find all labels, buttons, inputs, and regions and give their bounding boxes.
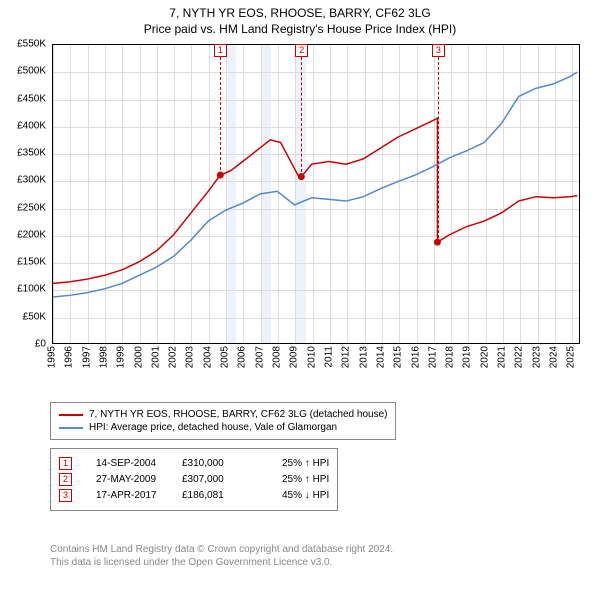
series-legend: 7, NYTH YR EOS, RHOOSE, BARRY, CF62 3LG … — [50, 402, 396, 440]
y-tick-label: £450K — [17, 93, 46, 104]
legend-swatch — [59, 414, 83, 416]
x-tick-label: 2007 — [254, 346, 265, 368]
x-tick-label: 2010 — [306, 346, 317, 368]
plot-region — [52, 44, 580, 344]
attribution-line2: This data is licensed under the Open Gov… — [50, 557, 393, 570]
transaction-marker: 3 — [59, 489, 72, 502]
x-tick-label: 2016 — [410, 346, 421, 368]
y-tick-label: £350K — [17, 148, 46, 159]
x-tick-label: 2012 — [341, 346, 352, 368]
y-tick-label: £250K — [17, 202, 46, 213]
transaction-row: 227-MAY-2009£307,00025% ↑ HPI — [59, 473, 329, 486]
x-tick-label: 1995 — [47, 346, 58, 368]
legend-label: HPI: Average price, detached house, Vale… — [89, 422, 337, 433]
x-tick-label: 2013 — [358, 346, 369, 368]
x-tick-label: 2018 — [445, 346, 456, 368]
transaction-delta: 25% ↑ HPI — [282, 458, 329, 469]
transaction-date: 14-SEP-2004 — [72, 458, 182, 469]
marker-box: 3 — [432, 44, 445, 57]
x-tick-label: 2023 — [531, 346, 542, 368]
legend-row: 7, NYTH YR EOS, RHOOSE, BARRY, CF62 3LG … — [59, 409, 387, 420]
y-tick-label: £400K — [17, 120, 46, 131]
series-property — [53, 118, 577, 283]
x-tick-label: 2005 — [220, 346, 231, 368]
y-tick-label: £550K — [17, 39, 46, 50]
attribution: Contains HM Land Registry data © Crown c… — [50, 544, 393, 569]
transaction-price: £186,081 — [182, 490, 282, 501]
marker-box: 2 — [295, 44, 308, 57]
transaction-row: 317-APR-2017£186,08145% ↓ HPI — [59, 489, 329, 502]
x-tick-label: 2019 — [462, 346, 473, 368]
x-tick-label: 1999 — [116, 346, 127, 368]
transaction-delta: 25% ↑ HPI — [282, 474, 329, 485]
series-hpi — [53, 72, 577, 297]
y-tick-label: £0 — [35, 339, 46, 350]
x-tick-label: 2014 — [375, 346, 386, 368]
transaction-date: 17-APR-2017 — [72, 490, 182, 501]
x-tick-label: 2002 — [168, 346, 179, 368]
transaction-marker: 2 — [59, 473, 72, 486]
x-tick-label: 1996 — [64, 346, 75, 368]
x-tick-label: 2025 — [566, 346, 577, 368]
x-tick-label: 2024 — [549, 346, 560, 368]
marker-box: 1 — [214, 44, 227, 57]
chart-title-line1: 7, NYTH YR EOS, RHOOSE, BARRY, CF62 3LG — [0, 0, 600, 22]
transaction-price: £307,000 — [182, 474, 282, 485]
transaction-legend: 114-SEP-2004£310,00025% ↑ HPI227-MAY-200… — [50, 448, 338, 511]
y-tick-label: £300K — [17, 175, 46, 186]
y-axis: £0£50K£100K£150K£200K£250K£300K£350K£400… — [8, 44, 52, 344]
x-tick-label: 2001 — [150, 346, 161, 368]
x-tick-label: 2000 — [133, 346, 144, 368]
marker-stem — [438, 57, 439, 243]
x-tick-label: 1997 — [81, 346, 92, 368]
transaction-price: £310,000 — [182, 458, 282, 469]
transaction-marker: 1 — [59, 457, 72, 470]
legend-label: 7, NYTH YR EOS, RHOOSE, BARRY, CF62 3LG … — [89, 409, 387, 420]
chart-title-line2: Price paid vs. HM Land Registry's House … — [0, 22, 600, 42]
line-layer — [53, 45, 579, 343]
y-tick-label: £50K — [23, 311, 46, 322]
y-tick-label: £150K — [17, 257, 46, 268]
transaction-delta: 45% ↓ HPI — [282, 490, 329, 501]
transaction-date: 27-MAY-2009 — [72, 474, 182, 485]
x-tick-label: 2015 — [393, 346, 404, 368]
x-axis: 1995199619971998199920002001200220032004… — [52, 346, 580, 392]
x-tick-label: 2004 — [202, 346, 213, 368]
y-tick-label: £200K — [17, 229, 46, 240]
x-tick-label: 2017 — [427, 346, 438, 368]
x-tick-label: 2021 — [497, 346, 508, 368]
x-tick-label: 2022 — [514, 346, 525, 368]
y-tick-label: £500K — [17, 66, 46, 77]
transaction-row: 114-SEP-2004£310,00025% ↑ HPI — [59, 457, 329, 470]
x-tick-label: 1998 — [98, 346, 109, 368]
marker-stem — [220, 57, 221, 175]
y-tick-label: £100K — [17, 284, 46, 295]
legend-row: HPI: Average price, detached house, Vale… — [59, 422, 387, 433]
legend-swatch — [59, 427, 83, 429]
x-tick-label: 2008 — [272, 346, 283, 368]
chart-area: £0 £50K £100K £150K £200K £250K £300K £350K £400… — [8, 44, 592, 394]
x-tick-label: 2003 — [185, 346, 196, 368]
x-tick-label: 2006 — [237, 346, 248, 368]
attribution-line1: Contains HM Land Registry data © Crown c… — [50, 544, 393, 557]
x-tick-label: 2011 — [323, 346, 334, 368]
marker-stem — [301, 57, 302, 177]
x-tick-label: 2009 — [289, 346, 300, 368]
x-tick-label: 2020 — [479, 346, 490, 368]
